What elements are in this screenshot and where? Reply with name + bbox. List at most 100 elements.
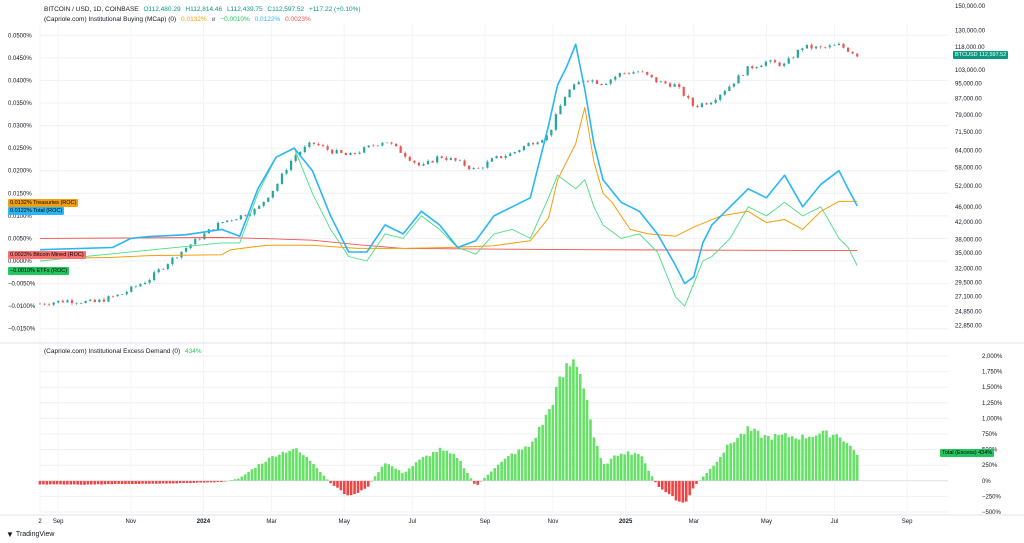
right-tick-label: 42,000.00 bbox=[955, 220, 982, 226]
candle-body bbox=[38, 303, 42, 305]
excess-bar bbox=[661, 480, 664, 490]
candle-body bbox=[303, 146, 306, 153]
excess-bar bbox=[322, 475, 326, 481]
excess-bar bbox=[305, 456, 309, 481]
excess-bar bbox=[729, 443, 732, 481]
candle-body bbox=[846, 47, 850, 52]
candle-body bbox=[650, 74, 653, 78]
candle-body bbox=[276, 183, 279, 191]
indicator2-title[interactable]: (Capriole.com) Institutional Excess Dema… bbox=[44, 348, 181, 355]
candle-body bbox=[655, 77, 658, 83]
excess-bar bbox=[264, 461, 267, 481]
treasuries-tag-name: Treasuries (ROC) bbox=[33, 200, 77, 206]
excess-bar bbox=[688, 480, 691, 496]
candle-body bbox=[477, 168, 480, 169]
excess-bar bbox=[380, 466, 384, 481]
candle-body bbox=[139, 284, 142, 287]
candle-body bbox=[801, 48, 804, 50]
candle-body bbox=[326, 146, 329, 150]
excess-bar bbox=[613, 455, 616, 481]
excess-bar bbox=[343, 480, 346, 495]
excess-bar bbox=[445, 450, 449, 481]
excess-tick-label: 1,000% bbox=[982, 416, 1003, 422]
ohlc-change: +117.22 (+0.10%) bbox=[308, 6, 361, 13]
miner-tag-value: 0.0023% bbox=[10, 252, 32, 258]
candle-body bbox=[175, 257, 179, 259]
candle-body bbox=[481, 167, 484, 169]
excess-bar bbox=[339, 480, 343, 491]
candle-body bbox=[773, 60, 777, 63]
total-tag: 0.0122% Total (ROC) bbox=[8, 207, 65, 215]
candle-body bbox=[705, 103, 708, 105]
excess-bar bbox=[301, 455, 305, 481]
candle-body bbox=[321, 145, 325, 147]
excess-bar bbox=[202, 480, 206, 483]
excess-bar bbox=[455, 458, 459, 481]
candle-body bbox=[148, 280, 151, 283]
candle-body bbox=[623, 73, 626, 74]
excess-bar bbox=[62, 480, 66, 485]
excess-bar bbox=[315, 468, 319, 481]
ohlc-close: C112,597.52 bbox=[267, 6, 305, 13]
candle-body bbox=[107, 296, 110, 302]
symbol-title[interactable]: BITCOIN / USD, 1D, COINBASE bbox=[44, 6, 139, 13]
excess-bar bbox=[110, 480, 114, 485]
excess-bar bbox=[144, 480, 148, 484]
excess-bar bbox=[808, 436, 811, 481]
excess-bar bbox=[254, 467, 257, 481]
candle-body bbox=[180, 251, 183, 258]
indicator1-title[interactable]: (Capriole.com) Institutional Buying (MCa… bbox=[44, 16, 177, 23]
excess-bar bbox=[732, 442, 736, 481]
candle-body bbox=[595, 80, 599, 84]
excess-bar bbox=[650, 476, 654, 481]
excess-bar bbox=[79, 480, 83, 485]
excess-bar bbox=[790, 436, 794, 481]
excess-bar bbox=[558, 376, 562, 481]
candle-body bbox=[678, 84, 681, 87]
footer-brand[interactable]: TradingView bbox=[15, 531, 55, 538]
total-tag-name: Total (ROC) bbox=[33, 208, 63, 214]
excess-bar bbox=[425, 455, 428, 481]
treasuries-line bbox=[39, 107, 858, 260]
x-tick-label: Nov bbox=[125, 519, 136, 525]
excess-bar bbox=[209, 480, 213, 483]
right-tick-label: 95,000.00 bbox=[955, 82, 982, 88]
candle-body bbox=[440, 156, 443, 158]
excess-bar bbox=[332, 480, 336, 486]
candle-body bbox=[778, 62, 781, 67]
candle-body bbox=[271, 190, 274, 198]
right-tick-label: 22,850.00 bbox=[955, 324, 982, 330]
excess-bar bbox=[397, 470, 401, 481]
excess-bar bbox=[158, 480, 161, 484]
candle-body bbox=[317, 143, 320, 146]
candle-body bbox=[522, 146, 526, 151]
candle-body bbox=[125, 291, 128, 295]
candle-body bbox=[632, 72, 635, 74]
indicator1-separator: ø bbox=[211, 16, 216, 23]
candle-body bbox=[285, 170, 288, 174]
candle-body bbox=[184, 248, 188, 252]
x-tick-label: 2025 bbox=[619, 519, 633, 525]
excess-tag: Total (Excess) 434% bbox=[940, 449, 995, 457]
candle-body bbox=[385, 142, 389, 144]
excess-right-axis: 2,000%1,750%1,500%1,250%1,000%750%500%25… bbox=[982, 354, 1003, 516]
excess-bar bbox=[284, 452, 288, 481]
excess-bar bbox=[107, 480, 110, 485]
excess-bar bbox=[671, 480, 674, 497]
excess-bar bbox=[630, 454, 633, 481]
candle-body bbox=[783, 63, 786, 67]
left-tick-label: 0.0450% bbox=[8, 56, 32, 62]
excess-bar bbox=[524, 446, 527, 481]
candle-body bbox=[787, 58, 790, 64]
excess-bar bbox=[760, 437, 763, 481]
excess-bar bbox=[633, 453, 637, 481]
candle-body bbox=[573, 84, 576, 90]
excess-bar bbox=[230, 480, 233, 481]
excess-bar bbox=[466, 472, 469, 481]
excess-bar bbox=[708, 468, 712, 481]
candle-body bbox=[344, 152, 347, 156]
candle-body bbox=[490, 158, 494, 162]
excess-bar bbox=[702, 476, 705, 481]
candle-body bbox=[833, 45, 836, 46]
excess-bar bbox=[356, 480, 360, 493]
